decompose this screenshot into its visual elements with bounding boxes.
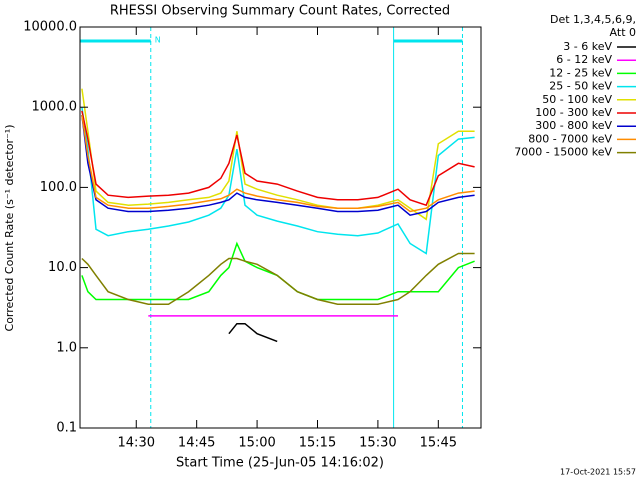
- y-tick-label: 10000.0: [23, 20, 77, 35]
- y-tick-label: 1000.0: [32, 100, 78, 115]
- y-axis-label: Corrected Count Rate (s⁻¹ detector⁻¹): [3, 125, 16, 332]
- legend-label: 6 - 12 keV: [556, 53, 612, 66]
- series-line: [228, 322, 278, 343]
- x-tick-label: 15:30: [359, 436, 396, 451]
- x-tick-label: 15:00: [238, 436, 275, 451]
- x-tick-label: 15:15: [299, 436, 336, 451]
- legend-header: Att 0: [610, 26, 636, 39]
- x-tick-label: 14:30: [118, 436, 155, 451]
- y-tick-label: 0.1: [56, 421, 77, 436]
- x-tick-label: 15:45: [420, 436, 457, 451]
- footer: 17-Oct-2021 15:57: [560, 468, 636, 477]
- plot-frame: [79, 26, 482, 429]
- legend-label: 7000 - 15000 keV: [514, 146, 612, 159]
- chart-title: RHESSI Observing Summary Count Rates, Co…: [110, 4, 450, 19]
- y-tick-label: 1.0: [56, 340, 77, 355]
- legend-label: 3 - 6 keV: [563, 40, 612, 53]
- flag-label: N: [155, 36, 161, 45]
- series-line: [81, 88, 475, 221]
- x-tick-label: 14:45: [178, 436, 215, 451]
- series-line: [81, 252, 475, 305]
- y-tick-label: 10.0: [48, 260, 77, 275]
- series-line: [81, 114, 475, 213]
- legend-label: 12 - 25 keV: [549, 66, 612, 79]
- series-line: [81, 114, 475, 217]
- series-line: [81, 110, 475, 207]
- legend-label: 800 - 7000 keV: [528, 132, 612, 145]
- legend-label: 25 - 50 keV: [549, 80, 612, 93]
- y-tick-label: 100.0: [40, 180, 77, 195]
- series-line: [81, 107, 475, 255]
- legend-label: 100 - 300 keV: [535, 106, 612, 119]
- series-line: [81, 241, 475, 301]
- legend-label: 50 - 100 keV: [542, 93, 612, 106]
- legend-header: Det 1,3,4,5,6,9,: [550, 13, 636, 26]
- legend-label: 300 - 800 keV: [535, 119, 612, 132]
- x-axis-label: Start Time (25-Jun-05 14:16:02): [176, 456, 384, 471]
